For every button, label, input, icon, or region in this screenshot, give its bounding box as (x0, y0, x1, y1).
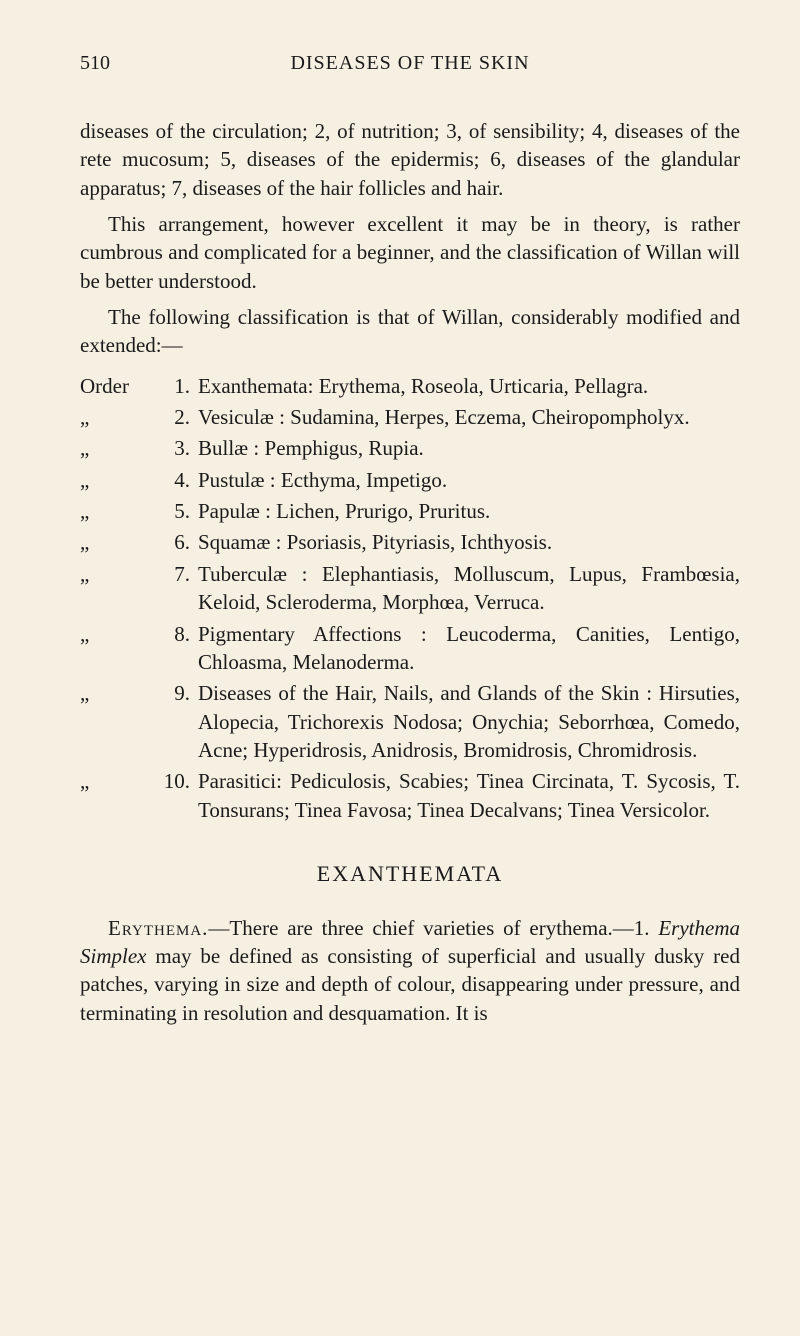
order-list: Order 1. Exanthemata: Erythema, Roseola,… (80, 372, 740, 824)
paragraph-1: diseases of the circulation; 2, of nutri… (80, 117, 740, 202)
header-spacer (710, 50, 740, 77)
order-number: 3. (152, 434, 198, 462)
erythema-paragraph: Erythema.—There are three chief varietie… (80, 914, 740, 1027)
order-text: Pigmentary Affections : Leucoderma, Cani… (198, 620, 740, 677)
order-text: Tuberculæ : Elephantiasis, Molluscum, Lu… (198, 560, 740, 617)
paragraph-3: The following classification is that of … (80, 303, 740, 360)
order-item: „ 2. Vesiculæ : Sudamina, Herpes, Eczema… (80, 403, 740, 431)
order-label: „ (80, 679, 152, 764)
order-number: 6. (152, 528, 198, 556)
order-text: Pustulæ : Ecthyma, Impetigo. (198, 466, 740, 494)
erythema-lead: Erythema. (108, 916, 208, 940)
page-container: 510 DISEASES OF THE SKIN diseases of the… (0, 0, 800, 1085)
order-label: Order (80, 372, 152, 400)
order-item: „ 9. Diseases of the Hair, Nails, and Gl… (80, 679, 740, 764)
order-label: „ (80, 528, 152, 556)
page-header: 510 DISEASES OF THE SKIN (80, 50, 740, 77)
order-label: „ (80, 403, 152, 431)
order-item: „ 8. Pigmentary Affections : Leucoderma,… (80, 620, 740, 677)
order-number: 2. (152, 403, 198, 431)
order-item: „ 7. Tuberculæ : Elephantiasis, Molluscu… (80, 560, 740, 617)
order-item: „ 4. Pustulæ : Ecthyma, Impetigo. (80, 466, 740, 494)
order-text: Diseases of the Hair, Nails, and Glands … (198, 679, 740, 764)
order-item: „ 10. Parasitici: Pediculosis, Scabies; … (80, 767, 740, 824)
section-title: EXANTHEMATA (80, 859, 740, 889)
order-number: 4. (152, 466, 198, 494)
paragraph-2: This arrangement, however excellent it m… (80, 210, 740, 295)
order-label: „ (80, 466, 152, 494)
order-number: 9. (152, 679, 198, 764)
order-text: Bullæ : Pemphigus, Rupia. (198, 434, 740, 462)
order-item: „ 3. Bullæ : Pemphigus, Rupia. (80, 434, 740, 462)
erythema-text2: may be defined as consisting of superfic… (80, 944, 740, 1025)
order-text: Squamæ : Psoriasis, Pityriasis, Ichthyos… (198, 528, 740, 556)
order-number: 7. (152, 560, 198, 617)
order-label: „ (80, 497, 152, 525)
page-number: 510 (80, 50, 110, 77)
order-number: 10. (152, 767, 198, 824)
erythema-text1: —There are three chief varieties of eryt… (208, 916, 658, 940)
order-label: „ (80, 434, 152, 462)
order-label: „ (80, 767, 152, 824)
order-text: Exanthemata: Erythema, Roseola, Urticari… (198, 372, 740, 400)
order-label: „ (80, 560, 152, 617)
order-item: Order 1. Exanthemata: Erythema, Roseola,… (80, 372, 740, 400)
header-title: DISEASES OF THE SKIN (290, 50, 529, 77)
order-item: „ 5. Papulæ : Lichen, Prurigo, Pruritus. (80, 497, 740, 525)
order-item: „ 6. Squamæ : Psoriasis, Pityriasis, Ich… (80, 528, 740, 556)
order-text: Papulæ : Lichen, Prurigo, Pruritus. (198, 497, 740, 525)
order-number: 1. (152, 372, 198, 400)
order-text: Parasitici: Pediculosis, Scabies; Tinea … (198, 767, 740, 824)
order-number: 5. (152, 497, 198, 525)
order-text: Vesiculæ : Sudamina, Herpes, Eczema, Che… (198, 403, 740, 431)
order-label: „ (80, 620, 152, 677)
order-number: 8. (152, 620, 198, 677)
